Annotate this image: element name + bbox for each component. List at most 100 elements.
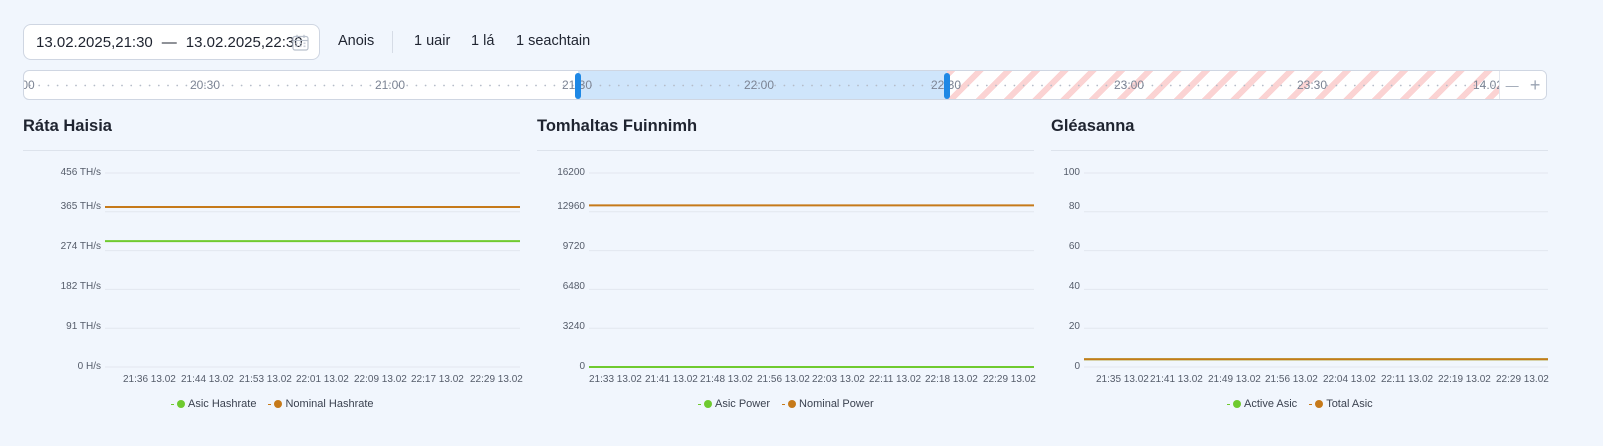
timeline-scrubber[interactable]: 00 20:30 21:00 21:30 22:00 22:30 23:00 2… [23,70,1547,100]
devices-panel: Gléasanna [1051,112,1134,140]
timeline-tick [525,84,528,87]
power-chart[interactable] [589,160,1034,370]
legend-label: Nominal Power [799,398,874,410]
panel-title: Gléasanna [1051,117,1135,135]
timeline-label: 21:00 [374,78,406,92]
timeline-tick [203,84,206,87]
timeline-tick [1445,84,1448,87]
timeline-tick [783,84,786,87]
timeline-tick [691,84,694,87]
x-tick-label: 21:56 13.02 [1265,374,1318,385]
quick-range-1-day[interactable]: 1 lá [471,33,495,49]
timeline-tick [755,84,758,87]
timeline-tick [1059,84,1062,87]
timeline-tick [893,84,896,87]
timeline-tick [1381,84,1384,87]
hashrate-legend: Asic Hashrate Nominal Hashrate [171,398,374,410]
y-tick-label: 12960 [557,201,585,212]
timeline-tick [84,84,87,87]
x-tick-label: 22:17 13.02 [411,374,464,385]
legend-item[interactable]: Asic Hashrate [171,398,256,410]
timeline-start-handle[interactable] [575,73,581,99]
timeline-tick [1464,84,1467,87]
timeline-tick [700,84,703,87]
timeline-tick [231,84,234,87]
y-tick-label: 40 [1068,281,1080,292]
zoom-out-button[interactable]: — [1505,77,1519,93]
y-tick-label: 456 TH/s [60,167,101,178]
timeline-tick [452,84,455,87]
legend-dot-icon [1315,400,1324,408]
legend-item[interactable]: Nominal Hashrate [268,398,374,410]
y-tick-label: 3240 [562,321,585,332]
legend-item[interactable]: Active Asic [1227,398,1297,410]
timeline-tick [1243,84,1246,87]
x-tick-label: 22:03 13.02 [812,374,865,385]
timeline-tick [995,84,997,87]
x-tick-label: 22:01 13.02 [296,374,349,385]
x-tick-label: 21:33 13.02 [589,374,642,385]
y-tick-label: 6480 [562,281,585,292]
hashrate-chart[interactable] [105,160,520,370]
legend-item[interactable]: Asic Power [698,398,770,410]
timeline-tick [599,84,602,87]
timeline-tick [1326,84,1329,87]
timeline-tick [277,84,280,87]
timeline-tick [1160,84,1163,87]
timeline-tick [139,84,142,87]
legend-item[interactable]: Total Asic [1309,398,1373,410]
calendar-icon[interactable] [292,34,309,51]
timeline-label: 00 [24,78,35,92]
timeline-tick [976,84,979,87]
legend-label: Asic Power [715,398,771,410]
legend-label: Nominal Hashrate [285,398,374,410]
timeline-tick [213,84,215,87]
timeline-ticks [29,84,1494,87]
devices-chart[interactable] [1084,160,1548,370]
timeline-label: 22:00 [743,78,775,92]
timeline-tick [498,84,501,87]
timeline-tick [470,84,473,87]
timeline-tick [1123,84,1126,87]
timeline-tick [1271,84,1273,87]
timeline-tick [1298,84,1301,87]
timeline-tick [1372,84,1375,87]
date-from[interactable]: 13.02.2025,21:30 [36,33,153,51]
timeline-tick [1261,84,1264,87]
timeline-tick [507,84,510,87]
timeline-label: 20:30 [189,78,221,92]
quick-range-1-hour[interactable]: 1 uair [414,33,451,49]
zoom-in-button[interactable]: + [1529,74,1541,95]
timeline-tick [1317,84,1319,87]
hashrate-panel: Ráta Haisia [23,112,112,140]
timeline-tick [1031,84,1034,87]
timeline-tick [397,84,399,87]
date-to[interactable]: 13.02.2025,22:30 [185,33,303,51]
legend-dot-icon [788,400,797,408]
quick-range-1-week[interactable]: 1 seachtain [516,33,591,49]
x-tick-label: 22:18 13.02 [925,374,978,385]
legend-item[interactable]: Nominal Power [782,398,874,410]
timeline-tick [1133,84,1135,87]
timeline-tick [857,84,859,87]
x-tick-label: 21:44 13.02 [181,374,234,385]
timeline-tick [728,84,731,87]
timeline-tick [443,84,445,87]
x-tick-label: 21:53 13.02 [239,374,292,385]
timeline-tick [1436,84,1439,87]
timeline-tick [1215,84,1218,87]
timeline-tick [1142,84,1145,87]
timeline-tick [958,84,961,87]
timeline-end-handle[interactable] [944,73,950,99]
x-tick-label: 22:29 13.02 [983,374,1036,385]
timeline-tick [516,84,519,87]
timeline-tick [1482,84,1485,87]
timeline-tick [75,84,77,87]
date-separator: — [161,33,177,51]
timeline-tick [194,84,197,87]
y-tick-label: 60 [1068,241,1080,252]
timeline-tick [1409,84,1411,87]
quick-range-now[interactable]: Anois [338,33,375,49]
date-range-picker[interactable]: 13.02.2025,21:30 — 13.02.2025,22:30 [23,24,320,60]
timeline-tick [1399,84,1402,87]
